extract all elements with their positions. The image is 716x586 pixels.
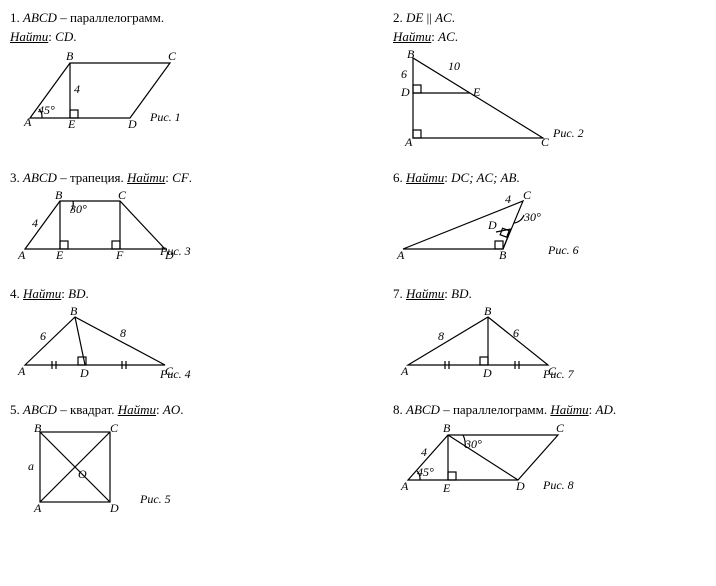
svg-text:A: A: [17, 248, 26, 262]
svg-text:C: C: [556, 421, 565, 435]
desc: – параллелограмм.: [57, 10, 164, 25]
shape: ABCD: [23, 10, 57, 25]
problem-8-text: 8. ABCD – параллелограмм. Найти: AD.: [393, 402, 706, 419]
figure-1-wrap: A B C D E 45° 4 Рис. 1: [10, 48, 323, 128]
fig-label: Рис. 8: [543, 478, 574, 493]
svg-text:E: E: [55, 248, 64, 262]
svg-text:D: D: [79, 366, 89, 380]
svg-text:A: A: [400, 364, 409, 378]
svg-text:8: 8: [438, 329, 444, 343]
svg-text:8: 8: [120, 326, 126, 340]
svg-text:E: E: [472, 85, 481, 99]
svg-text:6: 6: [401, 67, 407, 81]
problem-1-find: Найти: CD.: [10, 29, 323, 46]
svg-text:4: 4: [74, 82, 80, 96]
svg-text:E: E: [67, 117, 76, 128]
fig-label: Рис. 6: [548, 243, 579, 258]
svg-text:B: B: [407, 48, 415, 61]
num: 1.: [10, 10, 20, 25]
svg-text:D: D: [487, 218, 497, 232]
svg-text:B: B: [55, 189, 63, 202]
figure-6-wrap: A B C D 4 30° Рис. 6: [393, 189, 706, 264]
svg-text:A: A: [17, 364, 26, 378]
svg-text:C: C: [523, 189, 532, 202]
svg-text:A: A: [396, 248, 405, 262]
problem-2: 2. DE || AC. Найти: AC. A B C D E: [393, 10, 706, 148]
svg-text:4: 4: [421, 445, 427, 459]
svg-text:6: 6: [40, 329, 46, 343]
problem-1: 1. ABCD – параллелограмм. Найти: CD. A B…: [10, 10, 323, 148]
problem-6-text: 6. Найти: DC; AC; AB.: [393, 170, 706, 187]
svg-text:D: D: [127, 117, 137, 128]
svg-text:D: D: [109, 501, 119, 515]
svg-text:B: B: [66, 49, 74, 63]
figure-7-wrap: A B C D 8 6 Рис. 7: [393, 305, 706, 380]
fig-label: Рис. 4: [160, 367, 191, 382]
svg-text:4: 4: [32, 216, 38, 230]
svg-text:F: F: [115, 248, 124, 262]
svg-text:C: C: [118, 189, 127, 202]
svg-text:O: O: [78, 467, 87, 481]
svg-text:45°: 45°: [417, 465, 434, 479]
svg-text:B: B: [484, 305, 492, 318]
problem-3: 3. ABCD – трапеция. Найти: CF. A B C D: [10, 170, 323, 264]
svg-text:D: D: [515, 479, 525, 493]
fig-label: Рис. 1: [150, 110, 181, 125]
svg-text:A: A: [400, 479, 409, 493]
fig-label: Рис. 7: [543, 367, 574, 382]
svg-text:30°: 30°: [69, 202, 87, 216]
find-target: CD: [55, 29, 73, 44]
figure-3-wrap: A B C D E F 4 30° Рис. 3: [10, 189, 323, 264]
problem-1-text: 1. ABCD – параллелограмм.: [10, 10, 323, 27]
fig-label: Рис. 2: [553, 126, 584, 141]
svg-text:B: B: [499, 248, 507, 262]
svg-text:B: B: [70, 305, 78, 318]
problem-7-text: 7. Найти: BD.: [393, 286, 706, 303]
svg-text:A: A: [33, 501, 42, 515]
problem-2-find: Найти: AC.: [393, 29, 706, 46]
svg-text:4: 4: [505, 192, 511, 206]
fig-label: Рис. 5: [140, 492, 171, 507]
problem-5: 5. ABCD – квадрат. Найти: AO. A B C D O …: [10, 402, 323, 516]
problem-2-text: 2. DE || AC.: [393, 10, 706, 27]
num: 2.: [393, 10, 403, 25]
svg-text:C: C: [110, 421, 119, 435]
problem-7: 7. Найти: BD. A B C D 8: [393, 286, 706, 380]
figure-2-wrap: A B C D E 6 10 Рис. 2: [393, 48, 706, 148]
figure-8-wrap: A B C D E 45° 30° 4 Рис. 8: [393, 420, 706, 500]
problem-8: 8. ABCD – параллелограмм. Найти: AD. A B…: [393, 402, 706, 516]
svg-text:C: C: [541, 135, 550, 148]
svg-text:30°: 30°: [464, 437, 482, 451]
svg-text:D: D: [482, 366, 492, 380]
problem-4-text: 4. Найти: BD.: [10, 286, 323, 303]
problem-3-text: 3. ABCD – трапеция. Найти: CF.: [10, 170, 323, 187]
find-word: Найти: [10, 29, 48, 44]
figure-5-wrap: A B C D O a Рис. 5: [10, 420, 323, 515]
svg-text:45°: 45°: [38, 103, 55, 117]
svg-text:30°: 30°: [523, 210, 541, 224]
fig-label: Рис. 3: [160, 244, 191, 259]
problem-5-text: 5. ABCD – квадрат. Найти: AO.: [10, 402, 323, 419]
problem-4: 4. Найти: BD. A B C D 6: [10, 286, 323, 380]
svg-text:D: D: [400, 85, 410, 99]
svg-text:10: 10: [448, 59, 460, 73]
svg-text:E: E: [442, 481, 451, 495]
problem-6: 6. Найти: DC; AC; AB. A B C D 4: [393, 170, 706, 264]
svg-text:B: B: [443, 421, 451, 435]
svg-text:6: 6: [513, 326, 519, 340]
svg-text:A: A: [23, 115, 32, 128]
svg-text:A: A: [404, 135, 413, 148]
svg-text:B: B: [34, 421, 42, 435]
svg-text:C: C: [168, 49, 177, 63]
svg-text:a: a: [28, 459, 34, 473]
figure-4-wrap: A B C D 6 8 Рис. 4: [10, 305, 323, 380]
